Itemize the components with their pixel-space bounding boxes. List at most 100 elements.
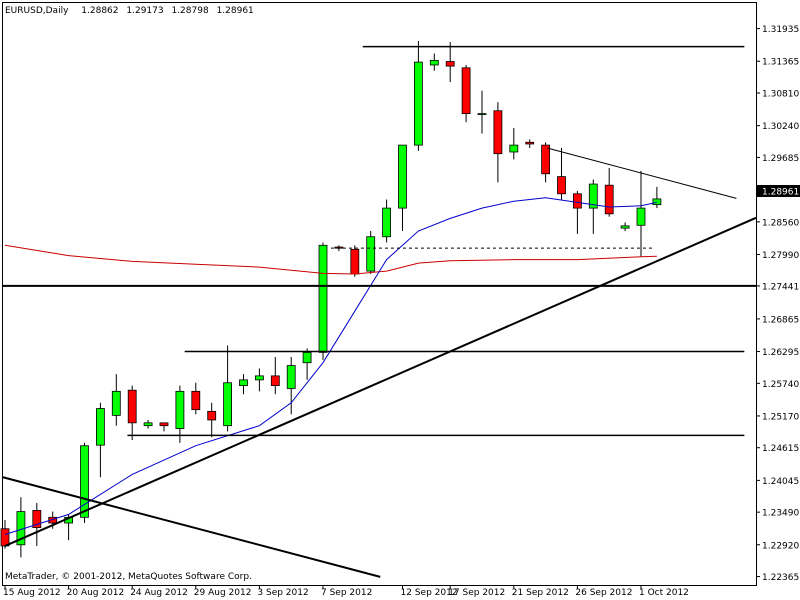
x-tick: 21 Sep 2012 xyxy=(512,585,569,598)
candle xyxy=(636,170,646,257)
y-tick-label: 1.24615 xyxy=(762,444,799,454)
x-tick: 15 Aug 2012 xyxy=(3,585,61,598)
candle xyxy=(223,345,233,432)
moving-average-slow-line xyxy=(4,244,657,275)
moving-average-fast-line xyxy=(4,197,658,535)
candle xyxy=(413,40,423,151)
y-tick-label: 1.27441 xyxy=(762,282,799,292)
y-tick-label: 1.23490 xyxy=(762,509,799,519)
candle-body-bullish xyxy=(620,225,630,229)
support-trendline xyxy=(4,216,757,547)
candle-body-bullish xyxy=(80,445,89,518)
candle xyxy=(207,402,217,438)
x-tick-label: 3 Sep 2012 xyxy=(257,588,308,598)
candle xyxy=(96,402,105,478)
candle-body-bullish xyxy=(286,365,296,389)
candle xyxy=(270,356,280,395)
x-tick: 26 Sep 2012 xyxy=(575,585,632,598)
candle-body-bearish xyxy=(270,375,280,387)
candle-body-bullish xyxy=(429,59,439,66)
y-tick-label: 1.25170 xyxy=(762,412,799,422)
x-tick-label: 12 Sep 2012 xyxy=(401,588,458,598)
y-tick-label: 1.24045 xyxy=(762,477,799,487)
candle-body-bearish xyxy=(32,510,42,529)
chart-header: EURUSD,Daily 1.28862 1.29173 1.28798 1.2… xyxy=(5,6,254,16)
x-tick: 17 Sep 2012 xyxy=(448,585,505,598)
drawn-lines-layer xyxy=(2,45,757,578)
candle xyxy=(159,422,169,432)
x-tick: 7 Sep 2012 xyxy=(321,585,372,598)
x-tick-label: 1 Oct 2012 xyxy=(639,588,689,598)
candle xyxy=(620,222,630,232)
y-tick: 1.22920 xyxy=(756,541,799,551)
candle-body-bullish xyxy=(652,198,662,206)
x-tick-label: 15 Aug 2012 xyxy=(3,588,61,598)
moving-averages-layer xyxy=(4,197,658,535)
x-tick: 3 Sep 2012 xyxy=(257,585,309,598)
candle xyxy=(382,199,392,243)
candle-body-bearish xyxy=(0,528,10,547)
y-tick-label: 1.31365 xyxy=(762,58,799,68)
y-tick: 1.27441 xyxy=(756,282,799,292)
current-price-tag-text: 1.28961 xyxy=(762,188,799,198)
candle-body-bearish xyxy=(573,193,582,209)
candle-body-bullish xyxy=(636,207,646,226)
candle-body-bullish xyxy=(477,113,487,116)
candle xyxy=(445,42,455,83)
candle-body-bullish xyxy=(223,382,233,427)
candle xyxy=(143,419,153,429)
candle xyxy=(573,190,582,234)
candle-body-bullish xyxy=(143,422,153,427)
candle xyxy=(493,102,503,183)
y-tick: 1.28560 xyxy=(756,218,799,228)
x-tick: 24 Aug 2012 xyxy=(130,585,188,598)
candle-body-bullish xyxy=(382,207,392,238)
candle-body-bearish xyxy=(525,141,535,145)
candle-body-bearish xyxy=(445,61,455,67)
y-tick-label: 1.22365 xyxy=(762,573,799,583)
y-tick: 1.30240 xyxy=(756,122,799,132)
candle-body-bullish xyxy=(366,236,376,272)
y-tick-label: 1.30810 xyxy=(762,90,799,100)
x-tick-label: 20 Aug 2012 xyxy=(67,588,125,598)
close-value: 1.28961 xyxy=(217,6,254,16)
candle xyxy=(398,144,407,232)
y-tick-label: 1.26865 xyxy=(762,315,799,325)
candle xyxy=(239,374,248,395)
candle xyxy=(80,442,89,524)
y-tick-label: 1.25740 xyxy=(762,380,799,390)
candle-body-bearish xyxy=(557,176,566,195)
y-tick: 1.25170 xyxy=(756,412,799,422)
x-tick-label: 21 Sep 2012 xyxy=(512,588,569,598)
y-tick-label: 1.31935 xyxy=(762,25,799,35)
candle-body-bearish xyxy=(350,248,360,275)
candle xyxy=(541,142,550,183)
y-tick: 1.27990 xyxy=(756,251,799,261)
candle-body-bullish xyxy=(254,375,264,381)
y-tick-label: 1.22920 xyxy=(762,541,799,551)
candle-body-bearish xyxy=(493,110,503,155)
old-downtrend-line xyxy=(2,476,381,578)
price-axis: 1.319351.313651.308101.302401.296851.291… xyxy=(756,25,799,583)
open-value: 1.28862 xyxy=(81,6,118,16)
candle-body-bearish xyxy=(127,389,137,424)
candle-body-bearish xyxy=(541,144,550,175)
candle xyxy=(461,64,471,123)
y-tick: 1.31935 xyxy=(756,25,799,35)
x-tick-label: 17 Sep 2012 xyxy=(448,588,505,598)
candle xyxy=(366,231,376,274)
candle xyxy=(318,242,328,360)
y-tick: 1.29685 xyxy=(756,154,799,164)
candles-layer xyxy=(0,40,662,558)
candle-body-bullish xyxy=(96,408,105,446)
y-tick-label: 1.29685 xyxy=(762,154,799,164)
x-tick-label: 7 Sep 2012 xyxy=(321,588,372,598)
y-tick: 1.22365 xyxy=(756,573,799,583)
y-tick: 1.30810 xyxy=(756,90,799,100)
candle xyxy=(350,245,360,277)
x-tick-label: 29 Aug 2012 xyxy=(194,588,252,598)
y-tick: 1.26865 xyxy=(756,315,799,325)
candle xyxy=(557,147,566,200)
